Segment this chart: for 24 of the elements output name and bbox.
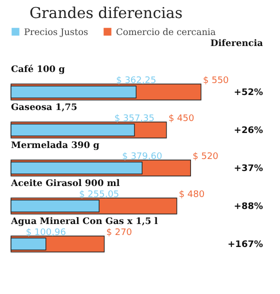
data-label: $ 255,05 (79, 190, 120, 200)
y-tick-label: Café 100 g (11, 64, 66, 75)
data-label: $ 480 (178, 190, 205, 200)
text: +26% (234, 126, 263, 136)
data-label: $ 357,35 (114, 114, 154, 124)
y-tick-label: Agua Mineral Con Gas x 1,5 l (10, 217, 158, 227)
chart-title: Grandes diferencias (29, 4, 183, 22)
y-tick-label: Gaseosa 1,75 (11, 103, 78, 113)
text: Diferencia (210, 39, 264, 49)
data-label: $ 550 (203, 76, 230, 86)
y-tick-label: Mermelada 390 g (11, 141, 100, 151)
data-label: $ 270 (106, 228, 132, 238)
data-label: $ 100,96 (26, 228, 66, 238)
data-label: $ 362,25 (116, 76, 156, 86)
data-label: $ 520 (192, 152, 219, 162)
text: +88% (234, 202, 263, 212)
legend-label: Precios Justos (24, 28, 89, 38)
data-label: $ 379,60 (122, 152, 162, 162)
text: +52% (234, 88, 263, 98)
legend-label: Comercio de cercania (116, 28, 216, 38)
text: +37% (234, 164, 263, 174)
data-label: $ 450 (168, 114, 194, 124)
y-tick-label: Aceite Girasol 900 ml (10, 179, 120, 189)
text: +167% (228, 240, 263, 250)
